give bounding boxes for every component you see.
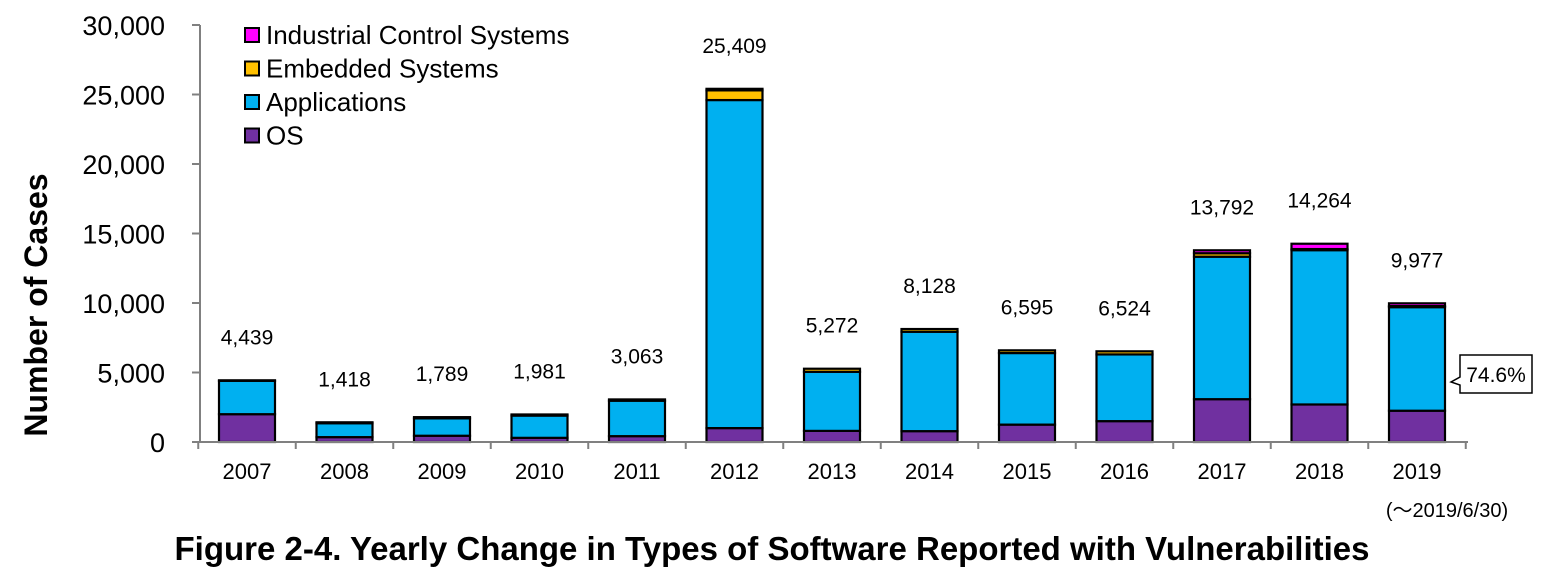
bar-segment-embedded-systems <box>315 421 374 425</box>
figure-caption: Figure 2-4. Yearly Change in Types of So… <box>174 530 1370 567</box>
bar-total-label: 13,792 <box>1190 196 1254 219</box>
legend-label: Applications <box>266 87 406 117</box>
bar-total-label: 9,977 <box>1391 249 1444 272</box>
bar-segment-embedded-systems <box>217 379 277 382</box>
bar-segment-embedded-systems <box>802 367 862 373</box>
bar-segment-applications <box>510 414 569 439</box>
bar-segment-os <box>217 413 277 444</box>
bar-segment-applications <box>900 330 959 433</box>
bar-segment-embedded-systems <box>412 416 472 420</box>
bar-segment-industrial-control-systems <box>1290 242 1349 251</box>
bar-segment-applications <box>1192 255 1252 401</box>
annotation-callout-box <box>1449 354 1533 394</box>
bar-segment-industrial-control-systems <box>1387 302 1447 308</box>
bar-total-label: 8,128 <box>903 275 956 298</box>
x-tick-label: 2017 <box>1198 459 1247 484</box>
bar-total-label: 1,981 <box>513 360 566 383</box>
legend-swatch <box>244 127 260 144</box>
legend-label: OS <box>266 121 304 151</box>
bar-chart: Number of Cases 0 5,000 10,000 15,000 20,000… <box>18 11 1533 522</box>
bar-total-label: 6,524 <box>1098 297 1151 320</box>
bar-segment-applications <box>1095 353 1154 423</box>
y-tick-label: 30,000 <box>82 11 165 41</box>
x-category-note: (～2019/6/30) <box>1386 500 1508 522</box>
x-tick-label: 2011 <box>613 459 660 484</box>
x-tick-label: 2013 <box>808 459 857 484</box>
bar-segment-os <box>1192 398 1252 444</box>
x-tick-label: 2008 <box>320 459 369 484</box>
bar-segment-os <box>1095 420 1154 444</box>
bar-total-label: 4,439 <box>221 326 274 349</box>
y-tick-label: 5,000 <box>97 359 165 389</box>
bar-segment-embedded-systems <box>607 398 667 402</box>
y-tick-label: 0 <box>150 428 165 458</box>
y-tick-label: 25,000 <box>82 81 165 111</box>
bar-segment-os <box>1290 403 1349 444</box>
bar-segment-embedded-systems <box>1095 350 1154 356</box>
bar-total-label: 3,063 <box>611 345 664 368</box>
bar-segment-applications <box>802 370 862 432</box>
bar-segment-embedded-systems <box>900 327 959 333</box>
legend-label: Industrial Control Systems <box>266 20 569 50</box>
bar-segment-applications <box>217 379 277 416</box>
bar-segment-embedded-systems <box>705 89 764 102</box>
annotation-label: 74.6% <box>1466 364 1526 387</box>
x-tick-label: 2014 <box>905 459 954 484</box>
legend-swatch <box>244 60 260 77</box>
bar-segment-industrial-control-systems <box>1192 249 1252 255</box>
bar-total-label: 1,789 <box>416 363 469 386</box>
bar-segment-applications <box>705 98 764 430</box>
y-tick-label: 20,000 <box>82 150 165 180</box>
bar-segment-os <box>997 423 1057 444</box>
plot-area: 0 5,000 10,000 15,000 20,000 25,000 30,000 4,43… <box>82 11 1533 522</box>
bar-total-label: 6,595 <box>1001 296 1054 319</box>
bar-total-label: 1,418 <box>318 368 371 391</box>
bar-segment-applications <box>607 399 667 438</box>
legend-swatch <box>244 94 260 110</box>
y-axis-title: Number of Cases <box>18 173 54 436</box>
y-tick-label: 10,000 <box>82 289 165 319</box>
bar-total-label: 14,264 <box>1287 190 1352 213</box>
bar-segment-os <box>1387 409 1447 444</box>
bar-segment-os <box>802 429 862 444</box>
bar-segment-embedded-systems <box>510 413 569 417</box>
bar-segment-os <box>705 427 764 444</box>
bar-segment-industrial-control-systems <box>705 87 764 92</box>
bar-segment-embedded-systems <box>997 349 1057 355</box>
legend-label: Embedded Systems <box>266 54 499 84</box>
bar-segment-os <box>900 430 959 444</box>
x-tick-label: 2009 <box>418 459 467 484</box>
bar-segment-applications <box>1387 306 1447 412</box>
bar-segment-applications <box>1290 249 1349 406</box>
x-tick-label: 2010 <box>515 459 564 484</box>
bar-total-label: 5,272 <box>806 315 859 338</box>
bar-segment-applications <box>997 351 1057 426</box>
legend-swatch <box>244 27 260 43</box>
x-tick-label: 2015 <box>1003 459 1052 484</box>
x-tick-label: 2007 <box>223 459 272 484</box>
bar-total-label: 25,409 <box>702 35 766 58</box>
x-tick-label: 2019 <box>1393 459 1442 484</box>
bar-segment-applications <box>315 422 374 439</box>
x-tick-label: 2016 <box>1100 459 1149 484</box>
x-tick-label: 2012 <box>710 459 759 484</box>
y-tick-label: 15,000 <box>82 220 165 250</box>
bar-segment-applications <box>412 417 472 437</box>
x-tick-label: 2018 <box>1295 459 1344 484</box>
